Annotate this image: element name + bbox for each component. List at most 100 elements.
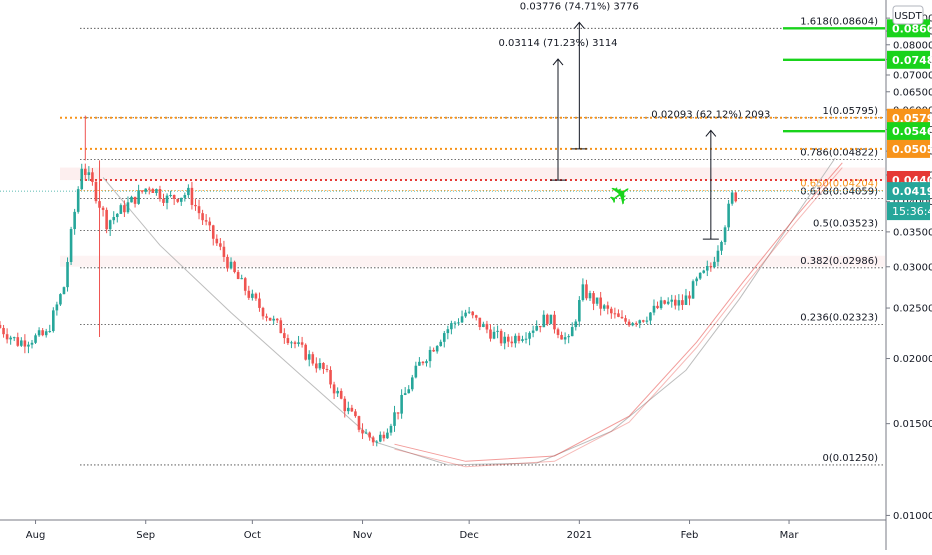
- candle-body: [727, 203, 730, 228]
- candle: [155, 188, 158, 196]
- candle: [347, 401, 350, 415]
- candle: [357, 415, 361, 433]
- candle-body: [524, 338, 528, 340]
- candle-body: [219, 243, 222, 247]
- candle-body: [126, 202, 130, 213]
- candle-body: [538, 325, 542, 328]
- candle-body: [183, 195, 187, 198]
- candle: [471, 310, 475, 319]
- price-tags: 0.086040.074860.057950.054620.050500.044…: [887, 19, 932, 221]
- candle-body: [243, 278, 247, 291]
- candle-body: [663, 300, 666, 304]
- candle-body: [393, 412, 396, 426]
- candle: [730, 190, 734, 206]
- candle-body: [570, 327, 574, 337]
- candle: [659, 296, 663, 310]
- candle-body: [44, 331, 48, 336]
- candle: [44, 328, 48, 338]
- candle: [275, 318, 279, 324]
- candle-body: [442, 333, 446, 342]
- candle-body: [698, 272, 702, 279]
- countdown-label: 15:36:40: [892, 205, 932, 218]
- candle: [656, 301, 659, 310]
- candle: [400, 389, 403, 419]
- measure-arrowhead: [552, 58, 564, 66]
- candle: [211, 224, 215, 246]
- candle: [642, 319, 645, 323]
- support-resistance-zones: [60, 167, 885, 267]
- candle-body: [720, 241, 723, 251]
- candle: [720, 240, 723, 255]
- candle-body: [368, 432, 371, 438]
- candle: [528, 331, 531, 346]
- candle: [567, 334, 570, 344]
- candle: [602, 303, 606, 312]
- candle-body: [531, 330, 535, 333]
- candle-body: [528, 332, 531, 339]
- candle: [403, 387, 407, 396]
- measure-tools: 0.03776 (74.71%) 3776 0.03114 (71.23%) 31…: [498, 1, 770, 240]
- candle: [428, 346, 432, 368]
- candle: [368, 431, 371, 441]
- candle-body: [386, 432, 389, 439]
- candle-body: [627, 321, 631, 326]
- candle-body: [94, 181, 98, 202]
- measure-arrowhead: [573, 21, 585, 29]
- candle-body: [20, 340, 23, 346]
- candle-body: [464, 312, 467, 317]
- candle: [432, 347, 435, 352]
- fib-level-label: 0.786(0.04822): [800, 147, 878, 158]
- candle-body: [325, 368, 329, 370]
- candle-body: [123, 205, 126, 213]
- candle: [418, 357, 421, 366]
- candle-body: [130, 196, 133, 203]
- candle: [514, 333, 517, 348]
- candle-body: [133, 196, 137, 204]
- candle: [570, 322, 574, 337]
- price-tag: 0.07486: [887, 50, 932, 69]
- candle: [393, 405, 396, 432]
- candle-body: [55, 304, 59, 311]
- candle-body: [471, 311, 475, 316]
- candle-body: [478, 317, 482, 328]
- candle: [698, 272, 702, 280]
- candle: [311, 351, 315, 366]
- candle-body: [162, 198, 165, 203]
- candle: [55, 301, 59, 316]
- candle-body: [30, 342, 34, 345]
- currency-badge[interactable]: USDT: [892, 5, 924, 25]
- candle-body: [254, 293, 258, 299]
- fib-level-label: 0(0.01250): [822, 453, 878, 464]
- candle-body: [322, 363, 325, 369]
- candle: [322, 362, 325, 374]
- candle: [137, 184, 140, 205]
- candle: [325, 364, 329, 373]
- candle: [23, 334, 27, 354]
- candle: [222, 240, 226, 262]
- candle-body: [674, 299, 677, 306]
- candle-body: [172, 195, 176, 199]
- candle: [457, 318, 460, 326]
- measure-label: 0.03114 (71.23%) 3114: [498, 38, 617, 49]
- time-tick-label: Dec: [459, 530, 478, 541]
- candle-body: [247, 290, 251, 298]
- candle: [115, 213, 119, 223]
- candle-body: [379, 434, 382, 442]
- candle-body: [716, 250, 720, 262]
- candle-body: [400, 394, 403, 414]
- candle-body: [0, 324, 2, 328]
- candle-body: [41, 330, 44, 336]
- price-tick-label: 0.06500: [893, 87, 932, 98]
- candle-body: [542, 314, 546, 328]
- candle-body: [549, 314, 553, 324]
- time-tick-label: Nov: [353, 530, 373, 541]
- candle: [261, 306, 265, 320]
- candle: [27, 341, 30, 354]
- candle-body: [645, 320, 649, 322]
- candle-body: [84, 168, 87, 176]
- candle-body: [602, 305, 606, 309]
